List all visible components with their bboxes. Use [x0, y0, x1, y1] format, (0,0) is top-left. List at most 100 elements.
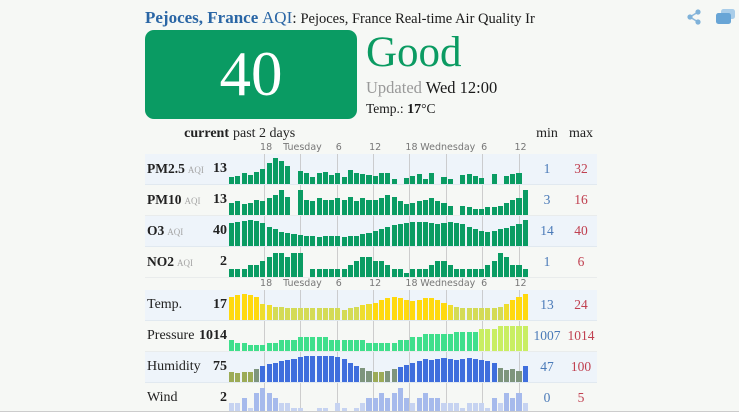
- chart-bar: [491, 328, 497, 351]
- chart-bar: [366, 342, 372, 351]
- row-label[interactable]: Temp.: [147, 297, 183, 312]
- row-chart[interactable]: [229, 216, 529, 246]
- chart-bar: [241, 342, 247, 351]
- chart-bar: [247, 295, 253, 320]
- row-label[interactable]: O3 AQI: [147, 223, 184, 238]
- overlap-windows-icon[interactable]: [713, 8, 737, 26]
- axis-tick-label: 6: [335, 278, 342, 289]
- row-chart[interactable]: [229, 185, 529, 215]
- chart-bar: [435, 358, 441, 382]
- chart-bar: [497, 229, 503, 246]
- chart-bar: [435, 201, 441, 215]
- chart-bar: [454, 306, 460, 320]
- chart-bar: [235, 221, 241, 246]
- gridline: [336, 321, 338, 351]
- chart-bar: [310, 308, 316, 320]
- chart-bar: [241, 173, 247, 184]
- chart-bar: [485, 207, 491, 215]
- chart-bar: [397, 367, 403, 382]
- row-chart[interactable]: [229, 321, 529, 351]
- row-chart[interactable]: [229, 154, 529, 184]
- chart-bar: [504, 326, 510, 351]
- chart-bar: [510, 397, 516, 413]
- chart-bar: [347, 170, 353, 184]
- pollutant-table: current past 2 days min max 18 Tuesday 6 12…: [145, 126, 597, 414]
- row-label[interactable]: PM2.5 AQI: [147, 161, 204, 176]
- row-label[interactable]: NO2 AQI: [147, 254, 193, 269]
- chart-bar: [379, 228, 385, 246]
- row-current-value: 13: [213, 161, 227, 176]
- chart-bar: [347, 236, 353, 246]
- chart-bar: [516, 392, 522, 413]
- chart-bar: [422, 199, 428, 215]
- gridline: [482, 290, 484, 320]
- gridline: [373, 352, 375, 382]
- chart-bar: [391, 369, 397, 382]
- chart-bar: [410, 337, 416, 351]
- row-chart[interactable]: [229, 247, 529, 277]
- chart-bar: [504, 228, 510, 246]
- chart-bar: [229, 222, 235, 246]
- chart-bar: [354, 173, 360, 184]
- chart-bar: [372, 230, 378, 246]
- chart-bar: [403, 273, 410, 277]
- chart-bar: [504, 175, 510, 184]
- chart-bar: [391, 269, 397, 277]
- row-label[interactable]: Wind: [147, 390, 178, 405]
- table-row-humidity: Humidity 75 47 100: [145, 352, 597, 383]
- row-label[interactable]: PM10 AQI: [147, 192, 201, 207]
- chart-bar: [253, 199, 260, 215]
- share-icon[interactable]: [685, 8, 703, 26]
- axis-tick-label: 18: [260, 142, 273, 153]
- row-min-value: 14: [540, 223, 554, 238]
- chart-bar: [241, 269, 247, 277]
- chart-bar: [516, 370, 522, 382]
- row-chart[interactable]: [229, 352, 529, 382]
- chart-bar: [385, 298, 391, 320]
- gridline: [409, 321, 411, 351]
- chart-bar: [354, 235, 360, 246]
- row-chart[interactable]: [229, 383, 529, 413]
- aqi-value-box: 40: [145, 30, 357, 119]
- aqi-link[interactable]: AQI: [262, 8, 293, 27]
- chart-bar: [229, 269, 235, 277]
- aqi-summary-text: Good Updated Wed 12:00 Temp.: 17°C: [366, 30, 497, 119]
- gridline: [373, 154, 375, 184]
- chart-bar: [491, 308, 497, 320]
- chart-bar: [304, 337, 310, 351]
- chart-bar: [485, 231, 491, 246]
- chart-bar: [354, 306, 360, 320]
- row-label[interactable]: Pressure: [147, 328, 195, 343]
- chart-bar: [447, 222, 453, 246]
- chart-bar: [416, 221, 422, 246]
- chart-bar: [516, 198, 522, 215]
- chart-bar: [279, 360, 285, 382]
- gridline: [373, 321, 375, 351]
- chart-bar: [297, 408, 303, 413]
- row-chart[interactable]: [229, 290, 529, 320]
- chart-bar: [460, 205, 466, 215]
- chart-bar: [416, 299, 422, 320]
- city-link[interactable]: Pejoces, France: [145, 8, 259, 27]
- chart-bar: [422, 392, 428, 413]
- chart-bar: [328, 235, 335, 246]
- gridline: [482, 247, 484, 277]
- chart-bar: [328, 269, 335, 277]
- gridline: [409, 352, 411, 382]
- row-min-value: 0: [543, 390, 551, 405]
- gridline: [336, 290, 338, 320]
- chart-bar: [478, 308, 485, 320]
- table-row-no2: NO2 AQI 2 1 6: [145, 247, 597, 278]
- chart-bar: [354, 408, 360, 413]
- title-colon: :: [292, 10, 297, 27]
- chart-bar: [360, 368, 366, 382]
- row-max-value: 5: [577, 390, 585, 405]
- row-label[interactable]: Humidity: [147, 359, 201, 374]
- chart-bar: [454, 402, 460, 413]
- chart-bar: [266, 305, 272, 320]
- gridline: [409, 383, 411, 413]
- time-axis-labels: 18 Tuesday 6 12 18 Wednesday 6 12: [231, 278, 531, 290]
- chart-bar: [247, 408, 253, 413]
- chart-bar: [247, 175, 253, 184]
- chart-bar: [253, 171, 260, 184]
